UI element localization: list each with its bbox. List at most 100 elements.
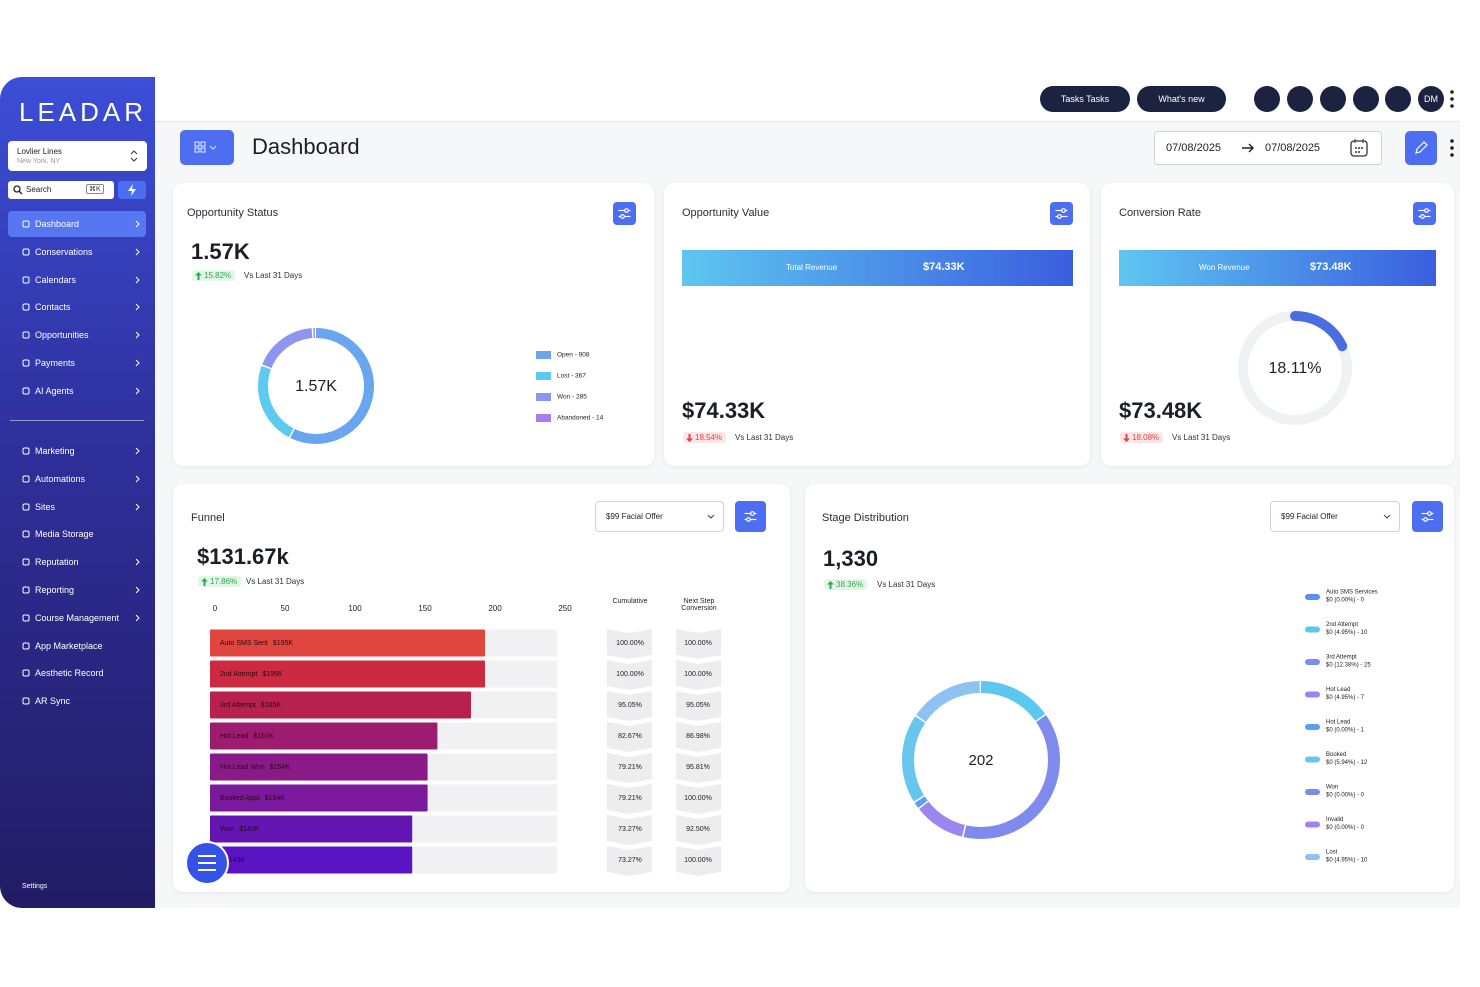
menu-label: Dashboard [35,219,80,229]
menu-item[interactable]: Aesthetic Record [8,660,146,686]
whats-new-button[interactable]: What's new [1137,86,1226,112]
menu-item[interactable]: Payments [8,350,146,376]
menu-item[interactable]: AR Sync [8,688,146,714]
menu-item[interactable]: Sites [8,494,146,520]
filter-select[interactable]: $99 Facial Offer [595,501,724,532]
menu-chevron [135,558,140,566]
filter-button[interactable] [735,501,766,532]
settings[interactable]: Settings [22,883,48,890]
menu-label: AI Agents [35,385,74,396]
arrow-icon [1242,143,1254,153]
revenue-label: Total Revenue [786,263,838,272]
tasks-button[interactable]: Tasks Tasks [1040,86,1130,112]
search[interactable]: Search ⌘K [8,181,114,199]
period: Vs Last 31 Days [1172,433,1231,442]
filter-select[interactable]: $99 Facial Offer [1270,501,1400,532]
menu-item[interactable]: AI Agents [8,378,146,404]
card-value: $74.33K [682,398,766,423]
menu-item[interactable]: Course Management [8,605,146,631]
help-button[interactable] [1353,86,1379,112]
announce-button[interactable] [1320,86,1346,112]
shortcut: ⌘K [86,184,104,194]
menu-item[interactable]: Dashboard [8,211,146,237]
sliders-icon [1055,208,1068,219]
opportunity-value-card: Opportunity Value Total Revenue $74.33K … [664,183,1090,466]
revenue-bar: Total Revenue $74.33K [682,250,1073,286]
filter-button[interactable] [1412,501,1443,532]
logo: LEADAR [19,97,148,127]
card-value: 1,330 [823,546,879,571]
menu-icon [22,447,30,455]
avatar[interactable]: DM [1418,86,1444,112]
menu-icon [22,697,30,705]
menu-icon [22,614,30,622]
trend-arrow [1123,434,1130,442]
menu-chevron [135,475,140,483]
menu-divider [10,420,144,421]
sliders-icon [744,511,757,522]
phone-button[interactable] [1254,86,1280,112]
date-from: 07/08/2025 [1166,142,1222,154]
menu-chevron [135,387,140,395]
menu-icon [22,220,30,228]
grid-icon [194,141,217,153]
menu-item[interactable]: Contacts [8,294,146,320]
search-icon [13,185,23,195]
trend-arrow [686,434,693,442]
menu-item[interactable]: Opportunities [8,322,146,348]
menu-item[interactable]: Calendars [8,267,146,293]
menu-label: Calendars [35,274,77,285]
filter-button[interactable] [1050,202,1073,225]
menu-icon [22,331,30,339]
menu-label: AR Sync [35,696,71,707]
period: Vs Last 31 Days [735,433,794,442]
stage-distribution-card: Stage Distribution $99 Facial Offer 1,33… [805,484,1454,892]
filter-button[interactable] [613,202,636,225]
menu-item[interactable]: App Marketplace [8,633,146,659]
menu-icon [22,475,30,483]
switch-icon [130,150,138,162]
location-switcher[interactable]: Lovlier Lines New York, NY [8,141,147,171]
filter-button[interactable] [1413,202,1436,225]
menu-chevron [135,248,140,256]
menu-item[interactable]: Media Storage [8,521,146,547]
notifications-button[interactable] [1385,86,1411,112]
bolt-icon [128,184,136,196]
menu-icon [22,530,30,538]
menu-label: Course Management [35,612,120,623]
menu-item[interactable]: Reporting [8,577,146,603]
menu-item[interactable]: Reputation [8,549,146,575]
card-title: Stage Distribution [822,512,909,524]
layout-switch[interactable] [180,130,234,165]
menu-chevron [135,304,140,311]
period: Vs Last 31 Days [246,577,305,586]
quick-action[interactable] [118,181,146,199]
date-to: 07/08/2025 [1265,142,1321,154]
menu-chevron [135,276,140,283]
search-label: Search [26,185,52,194]
card-value: 1.57K [191,239,250,264]
ai-button[interactable] [1287,86,1313,112]
card-title: Opportunity Status [187,207,279,219]
menu-item[interactable]: Marketing [8,438,146,464]
more-menu[interactable] [1449,89,1455,109]
menu-icon [22,586,30,594]
card-title: Conversion Rate [1119,207,1201,219]
menu-label: Reporting [35,585,75,595]
menu-item[interactable]: Automations [8,466,146,492]
location-name: Lovlier Lines [17,147,62,156]
menu-label: Aesthetic Record [35,668,104,679]
more-menu[interactable] [1449,138,1455,158]
sliders-icon [1418,208,1431,219]
menu-label: Contacts [35,302,71,313]
edit-button[interactable] [1405,131,1437,165]
change: 17.86% [198,576,242,587]
menu-icon [22,558,30,566]
menu-icon [22,642,30,650]
trend-arrow [827,581,834,589]
date-range[interactable]: 07/08/2025 07/08/2025 [1154,131,1382,165]
menu-item[interactable]: Conservations [8,239,146,265]
column-header: Next Step Conversion [681,598,717,612]
